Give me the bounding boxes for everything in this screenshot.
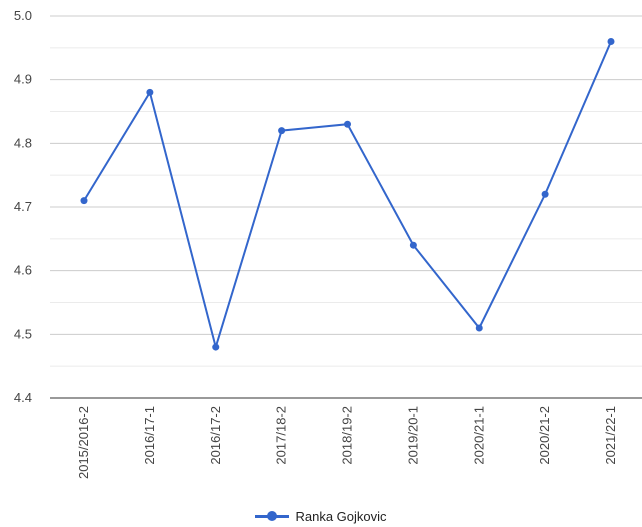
data-point[interactable] [80,197,88,205]
series-group [80,37,615,351]
gridlines [50,15,642,399]
x-tick-label: 2016/17-1 [142,406,157,465]
data-point[interactable] [409,241,417,249]
y-tick-label: 4.4 [14,390,32,405]
series-line [83,41,612,351]
x-tick-label: 2015/2016-2 [76,406,91,479]
y-tick-label: 4.7 [14,199,32,214]
data-point[interactable] [146,88,154,96]
data-point[interactable] [344,120,351,128]
x-tick-label: 2020/21-1 [471,406,486,465]
legend-label: Ranka Gojkovic [295,508,387,524]
y-axis-ticks: 4.4 4.5 4.6 4.7 4.8 4.9 5.0 [14,8,32,405]
y-tick-label: 4.5 [14,326,32,341]
y-tick-label: 4.6 [14,263,32,278]
y-tick-label: 4.9 [14,72,32,87]
legend[interactable]: Ranka Gojkovic [0,506,642,526]
data-point[interactable] [541,190,549,198]
y-tick-label: 4.8 [14,135,32,150]
x-tick-label: 2017/18-2 [274,406,289,465]
x-tick-label: 2016/17-2 [208,406,223,465]
x-axis-ticks: 2015/2016-2 2016/17-1 2016/17-2 2017/18-2 20… [76,406,618,479]
data-point[interactable] [278,127,286,135]
x-tick-label: 2018/19-2 [340,406,355,465]
data-point[interactable] [475,324,483,332]
data-point[interactable] [607,37,615,45]
data-point[interactable] [212,343,220,351]
legend-marker-icon [255,510,290,522]
x-tick-label: 2020/21-2 [537,406,552,465]
x-tick-label: 2021/22-1 [603,406,618,465]
x-tick-label: 2019/20-1 [405,406,420,465]
y-tick-label: 5.0 [14,8,32,23]
